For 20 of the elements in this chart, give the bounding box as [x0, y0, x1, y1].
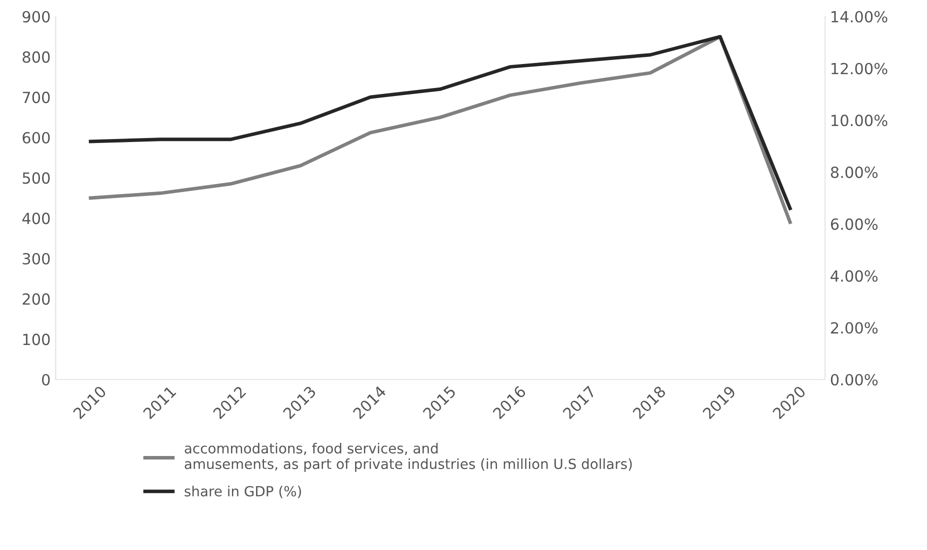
- legend-label: accommodations, food services, and amusements, as part of private industries (in million U.S dollars): [184, 442, 632, 472]
- y-tick-label: 500: [22, 172, 50, 184]
- y-tick-label: 600: [22, 132, 50, 144]
- y-tick-label: 100: [23, 334, 50, 346]
- y2-tick-label: 2.00%: [831, 322, 878, 334]
- y2-tick-label: 10.00%: [832, 114, 888, 126]
- y2-tick-label: 4.00%: [830, 270, 878, 282]
- y-tick-label: 700: [22, 92, 50, 104]
- y-tick-label: 800: [22, 51, 50, 63]
- y2-tick-label: 8.00%: [830, 166, 878, 178]
- y-tick-label: 0: [42, 374, 50, 386]
- y-tick-label: 300: [22, 252, 50, 265]
- legend-label: share in GDP (%): [184, 486, 302, 498]
- y-tick-label: 200: [22, 293, 50, 305]
- y2-tick-label: 6.00%: [830, 218, 878, 230]
- y2-tick-label: 14.00%: [832, 10, 888, 23]
- y-tick-label: 400: [22, 212, 50, 224]
- y-tick-label: 900: [22, 10, 50, 23]
- y2-tick-label: 12.00%: [832, 62, 888, 74]
- y2-tick-label: 0.00%: [830, 374, 878, 386]
